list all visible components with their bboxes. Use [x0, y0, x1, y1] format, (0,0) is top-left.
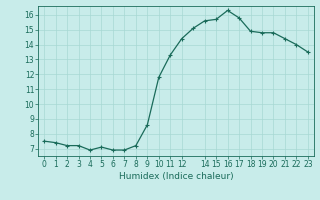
X-axis label: Humidex (Indice chaleur): Humidex (Indice chaleur) [119, 172, 233, 181]
